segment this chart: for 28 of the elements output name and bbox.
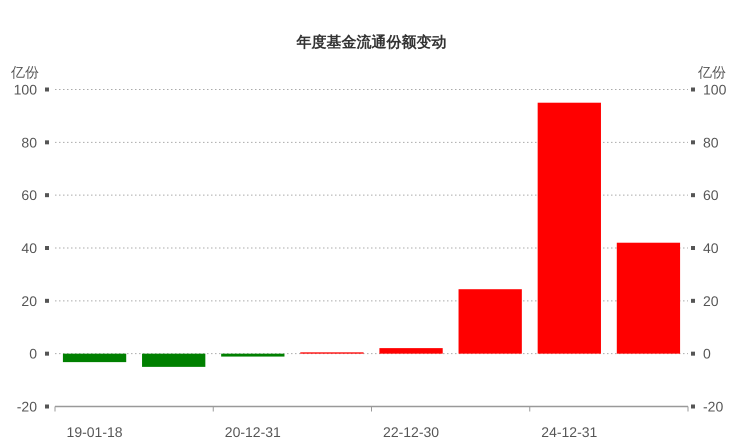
x-tick-label: 20-12-31 bbox=[224, 424, 282, 440]
y2-tick-label: 0 bbox=[703, 346, 711, 362]
bar bbox=[142, 354, 206, 367]
y2-tick-label: 60 bbox=[703, 187, 719, 204]
x-tick-label: 22-12-30 bbox=[383, 424, 440, 440]
bar bbox=[538, 102, 601, 354]
bar bbox=[221, 354, 284, 357]
x-tick-label: 24-12-31 bbox=[541, 424, 598, 440]
y-tick-label: 0 bbox=[29, 346, 38, 362]
chart-title: 年度基金流通份额变动 bbox=[296, 33, 446, 51]
x-tick-label: 19-01-18 bbox=[66, 424, 123, 440]
y-tick-label: 60 bbox=[21, 187, 38, 204]
y-tick-label: 80 bbox=[21, 134, 38, 150]
y-tick-label: 40 bbox=[21, 240, 38, 256]
bar bbox=[379, 348, 443, 354]
y2-axis-title: 亿份 bbox=[697, 64, 726, 80]
y2-tick-label: 100 bbox=[703, 82, 727, 98]
y2-tick-label: -20 bbox=[703, 398, 724, 414]
bar bbox=[62, 354, 126, 362]
y2-tick-label: 80 bbox=[703, 134, 719, 150]
bar bbox=[616, 242, 680, 354]
y2-tick-label: 40 bbox=[703, 240, 719, 256]
y-tick-label: -20 bbox=[16, 398, 38, 414]
y-tick-label: 100 bbox=[14, 82, 38, 98]
y-tick-label: 20 bbox=[21, 292, 38, 309]
bar bbox=[458, 289, 522, 354]
y-axis-title: 亿份 bbox=[10, 64, 39, 80]
y2-tick-label: 20 bbox=[703, 292, 719, 309]
